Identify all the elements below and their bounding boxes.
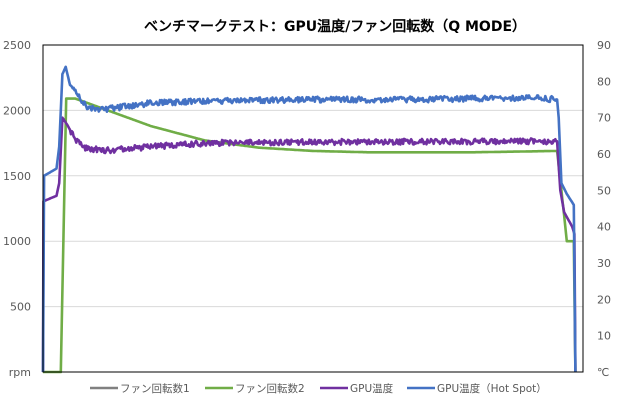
right-tick-label: 90	[597, 39, 611, 52]
right-axis: 90 80 70 60 50 40 30 20 10	[597, 39, 611, 343]
left-tick-label: 1000	[3, 235, 31, 248]
right-tick-label: 50	[597, 184, 611, 197]
right-tick-label: 30	[597, 257, 611, 270]
right-tick-label: 80	[597, 75, 611, 88]
right-tick-label: 10	[597, 330, 611, 343]
series-lines	[41, 65, 577, 374]
legend: ファン回転数1 ファン回転数2 GPU温度 GPU温度（Hot Spot）	[90, 382, 547, 395]
legend-label: GPU温度（Hot Spot）	[437, 382, 547, 395]
plot-border	[42, 44, 584, 373]
right-tick-label: 40	[597, 221, 611, 234]
series-line-1	[42, 97, 577, 374]
legend-label: ファン回転数1	[120, 382, 190, 395]
right-tick-label: 70	[597, 112, 611, 125]
legend-label: ファン回転数2	[235, 382, 305, 395]
left-tick-label: 2500	[3, 39, 31, 52]
series-line-3	[41, 65, 577, 373]
series-line-2	[41, 116, 577, 373]
left-tick-label: 1500	[3, 170, 31, 183]
legend-label: GPU温度	[350, 382, 394, 395]
chart-title: ベンチマークテスト：GPU温度/ファン回転数（Q MODE）	[144, 18, 526, 35]
left-tick-label: 2000	[3, 104, 31, 117]
right-tick-label: 20	[597, 293, 611, 306]
right-tick-label: 60	[597, 148, 611, 161]
left-axis-unit: rpm	[9, 366, 31, 379]
left-tick-label: 500	[10, 301, 31, 314]
gridlines	[43, 109, 583, 308]
right-axis-unit: ℃	[597, 366, 609, 379]
left-axis: 2500 2000 1500 1000 500	[3, 39, 31, 314]
